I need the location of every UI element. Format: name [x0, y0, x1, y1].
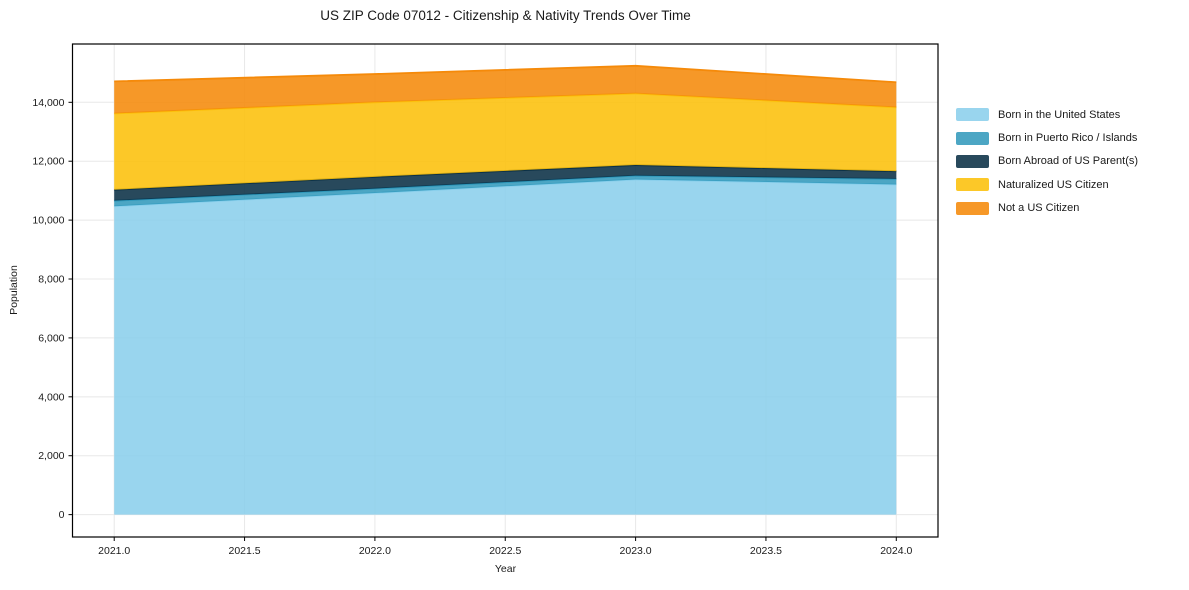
legend-swatch-born-abroad-icon	[956, 154, 989, 168]
legend: Born in the United States Born in Puerto…	[956, 103, 1138, 220]
y-tick-label: 4,000	[38, 391, 64, 403]
area-band	[114, 165, 897, 201]
area-band-edge	[114, 64, 897, 84]
x-axis-label: Year	[494, 563, 517, 575]
legend-item: Born Abroad of US Parent(s)	[956, 150, 1138, 173]
y-tick-label: 0	[59, 509, 65, 521]
x-tick-label: 2021.5	[228, 545, 260, 557]
legend-item: Born in the United States	[956, 103, 1138, 126]
y-tick-label: 8,000	[38, 274, 64, 286]
legend-item: Born in Puerto Rico / Islands	[956, 126, 1138, 149]
y-tick-label: 6,000	[38, 332, 64, 344]
legend-swatch-naturalized-icon	[956, 178, 989, 192]
x-tick-label: 2024.0	[880, 545, 912, 557]
legend-swatch-born-us-icon	[956, 108, 989, 122]
legend-label: Naturalized US Citizen	[998, 178, 1109, 191]
area-band	[114, 93, 897, 190]
legend-label: Born in the United States	[998, 108, 1121, 121]
y-tick-label: 14,000	[32, 97, 64, 109]
area-band	[114, 65, 897, 114]
legend-label: Not a US Citizen	[998, 202, 1080, 215]
x-tick-label: 2021.0	[98, 545, 130, 557]
legend-swatch-puerto-rico-icon	[956, 131, 989, 145]
legend-item: Naturalized US Citizen	[956, 173, 1138, 196]
area-band	[114, 179, 897, 515]
legend-item: Not a US Citizen	[956, 197, 1138, 220]
x-tick-label: 2022.0	[359, 545, 391, 557]
y-tick-label: 10,000	[32, 215, 64, 227]
x-tick-label: 2022.5	[489, 545, 521, 557]
chart-title: US ZIP Code 07012 - Citizenship & Nativi…	[320, 8, 691, 23]
legend-label: Born Abroad of US Parent(s)	[998, 155, 1139, 168]
legend-label: Born in Puerto Rico / Islands	[998, 132, 1138, 145]
y-tick-label: 12,000	[32, 156, 64, 168]
y-tick-label: 2,000	[38, 450, 64, 462]
x-tick-label: 2023.5	[750, 545, 782, 557]
x-tick-label: 2023.0	[620, 545, 652, 557]
legend-swatch-not-citizen-icon	[956, 201, 989, 215]
y-axis-label: Population	[8, 265, 20, 315]
